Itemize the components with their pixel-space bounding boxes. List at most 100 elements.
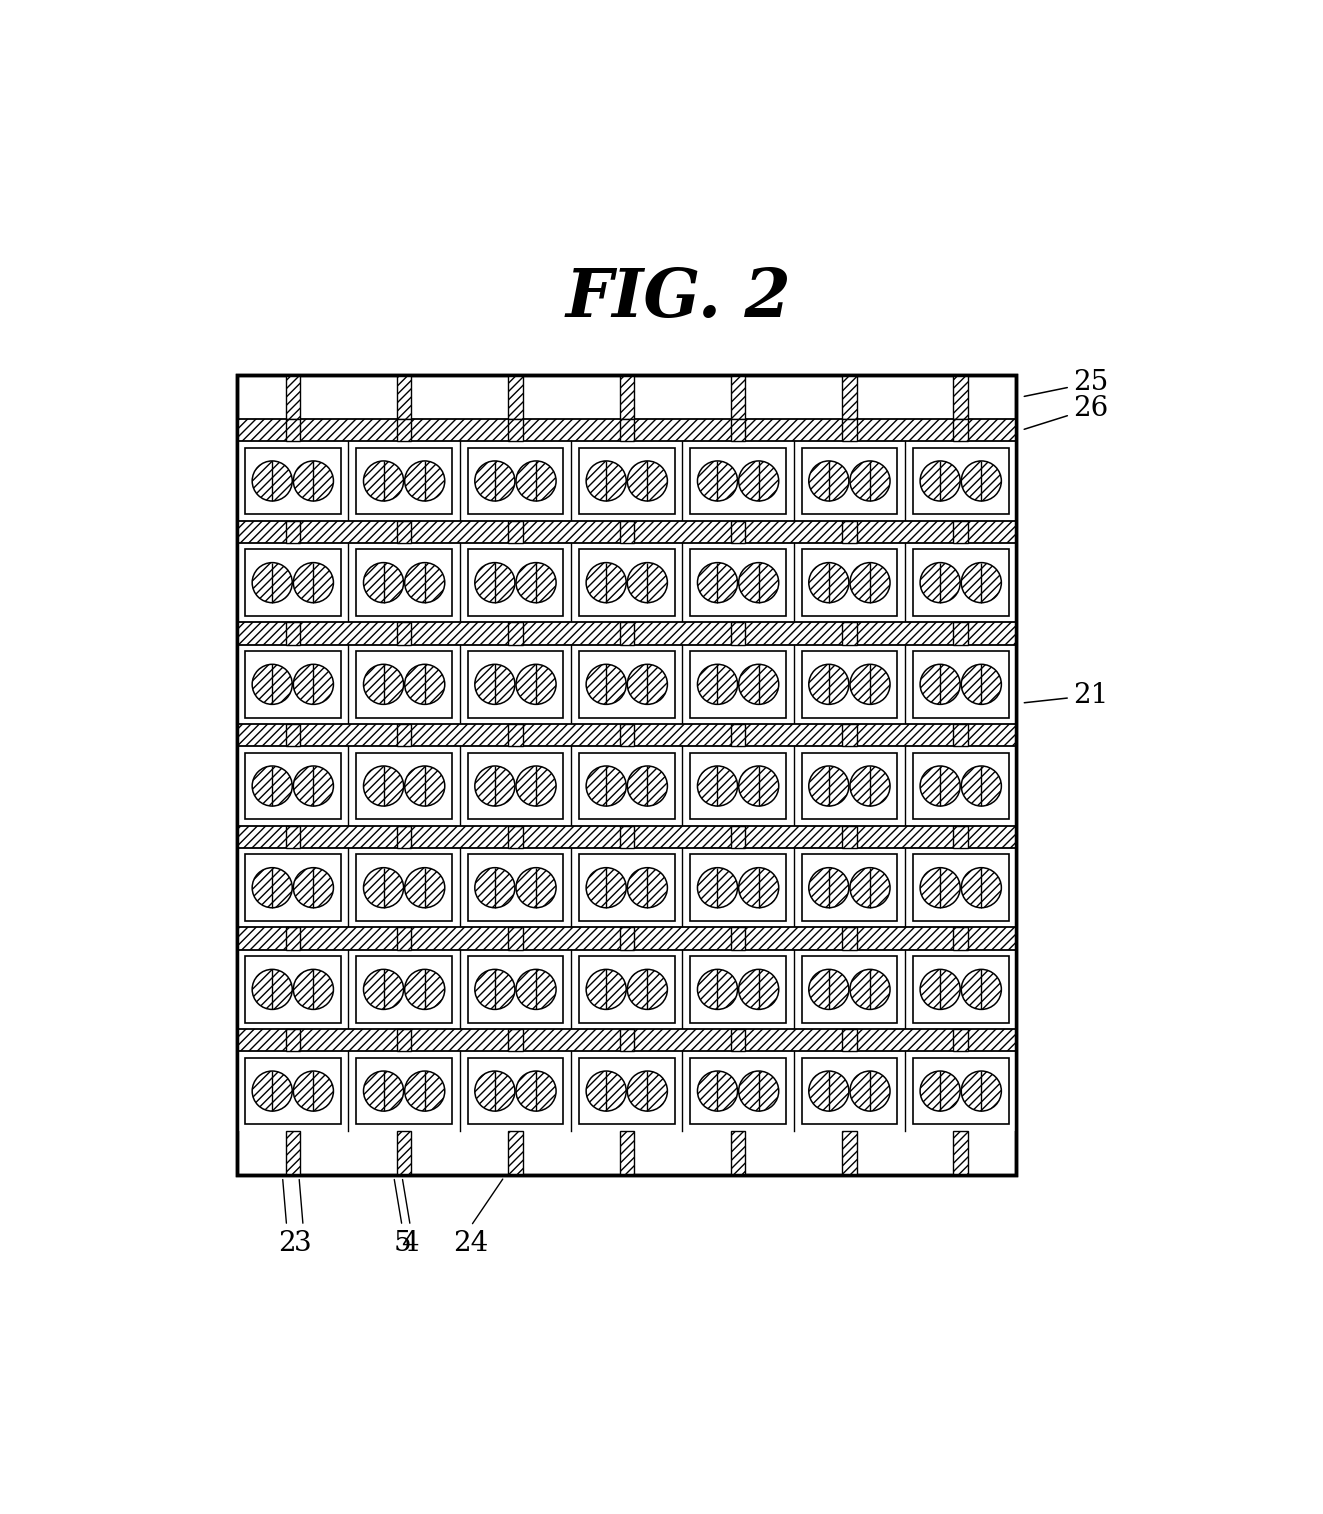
Circle shape	[697, 665, 737, 704]
Circle shape	[586, 1070, 626, 1111]
Bar	[730, 825, 745, 848]
Bar	[691, 955, 786, 1022]
Circle shape	[294, 868, 333, 908]
Circle shape	[294, 969, 333, 1010]
Circle shape	[475, 868, 515, 908]
Bar	[954, 825, 968, 848]
Circle shape	[808, 1070, 849, 1111]
Bar	[237, 419, 1016, 441]
Circle shape	[849, 563, 890, 603]
Bar	[286, 375, 300, 419]
Bar	[286, 622, 300, 645]
Circle shape	[516, 460, 556, 501]
Bar	[954, 521, 968, 544]
Text: 2: 2	[278, 1229, 295, 1257]
Bar	[508, 1131, 523, 1175]
Bar	[467, 854, 564, 921]
Bar	[467, 448, 564, 515]
Bar	[397, 724, 411, 746]
Bar	[954, 375, 968, 419]
Circle shape	[849, 665, 890, 704]
Circle shape	[627, 460, 667, 501]
Circle shape	[253, 766, 292, 805]
Bar	[397, 1030, 411, 1051]
Bar	[245, 955, 341, 1022]
Bar	[237, 521, 1016, 544]
Bar	[286, 825, 300, 848]
Bar	[237, 724, 1016, 746]
Circle shape	[919, 460, 960, 501]
Bar	[843, 622, 857, 645]
Bar	[730, 622, 745, 645]
Text: 3: 3	[294, 1229, 312, 1257]
Circle shape	[516, 766, 556, 805]
Circle shape	[808, 766, 849, 805]
Circle shape	[294, 766, 333, 805]
Bar	[802, 651, 897, 718]
Circle shape	[516, 1070, 556, 1111]
Circle shape	[919, 766, 960, 805]
Text: 21: 21	[1024, 681, 1109, 709]
Bar	[730, 724, 745, 746]
Circle shape	[516, 868, 556, 908]
Bar	[843, 521, 857, 544]
Bar	[691, 448, 786, 515]
Bar	[237, 622, 1016, 645]
Circle shape	[516, 969, 556, 1010]
Circle shape	[405, 563, 445, 603]
Circle shape	[627, 563, 667, 603]
Circle shape	[919, 1070, 960, 1111]
Circle shape	[849, 1070, 890, 1111]
Circle shape	[475, 460, 515, 501]
Circle shape	[919, 868, 960, 908]
Bar	[245, 651, 341, 718]
Circle shape	[586, 868, 626, 908]
Circle shape	[364, 563, 404, 603]
Bar	[286, 724, 300, 746]
Bar	[954, 622, 968, 645]
Circle shape	[962, 969, 1002, 1010]
Text: 5: 5	[393, 1229, 411, 1257]
Bar	[245, 854, 341, 921]
Bar	[802, 448, 897, 515]
Bar	[237, 645, 1016, 724]
Bar	[619, 825, 634, 848]
Text: 4: 4	[401, 1229, 419, 1257]
Text: 24: 24	[454, 1229, 488, 1257]
Bar	[397, 928, 411, 949]
Circle shape	[627, 969, 667, 1010]
Circle shape	[405, 665, 445, 704]
Circle shape	[364, 868, 404, 908]
Circle shape	[849, 868, 890, 908]
Circle shape	[697, 868, 737, 908]
Circle shape	[738, 665, 779, 704]
Bar	[691, 550, 786, 616]
Circle shape	[808, 969, 849, 1010]
Bar	[730, 1030, 745, 1051]
Bar	[508, 521, 523, 544]
Bar	[691, 651, 786, 718]
Circle shape	[364, 969, 404, 1010]
Bar	[913, 651, 1008, 718]
Circle shape	[697, 563, 737, 603]
Bar	[843, 375, 857, 419]
Bar	[619, 928, 634, 949]
Circle shape	[294, 563, 333, 603]
Bar	[237, 1030, 1016, 1051]
Bar	[397, 622, 411, 645]
Circle shape	[253, 868, 292, 908]
Bar	[579, 955, 675, 1022]
Bar	[730, 419, 745, 441]
Text: 25: 25	[1024, 369, 1109, 397]
Bar	[237, 375, 1016, 1175]
Circle shape	[962, 665, 1002, 704]
Bar	[286, 521, 300, 544]
Text: FIG. 2: FIG. 2	[565, 265, 791, 330]
Bar	[356, 955, 452, 1022]
Circle shape	[253, 460, 292, 501]
Circle shape	[364, 766, 404, 805]
Bar	[397, 1131, 411, 1175]
Bar	[843, 825, 857, 848]
Circle shape	[808, 563, 849, 603]
Bar	[691, 1058, 786, 1125]
